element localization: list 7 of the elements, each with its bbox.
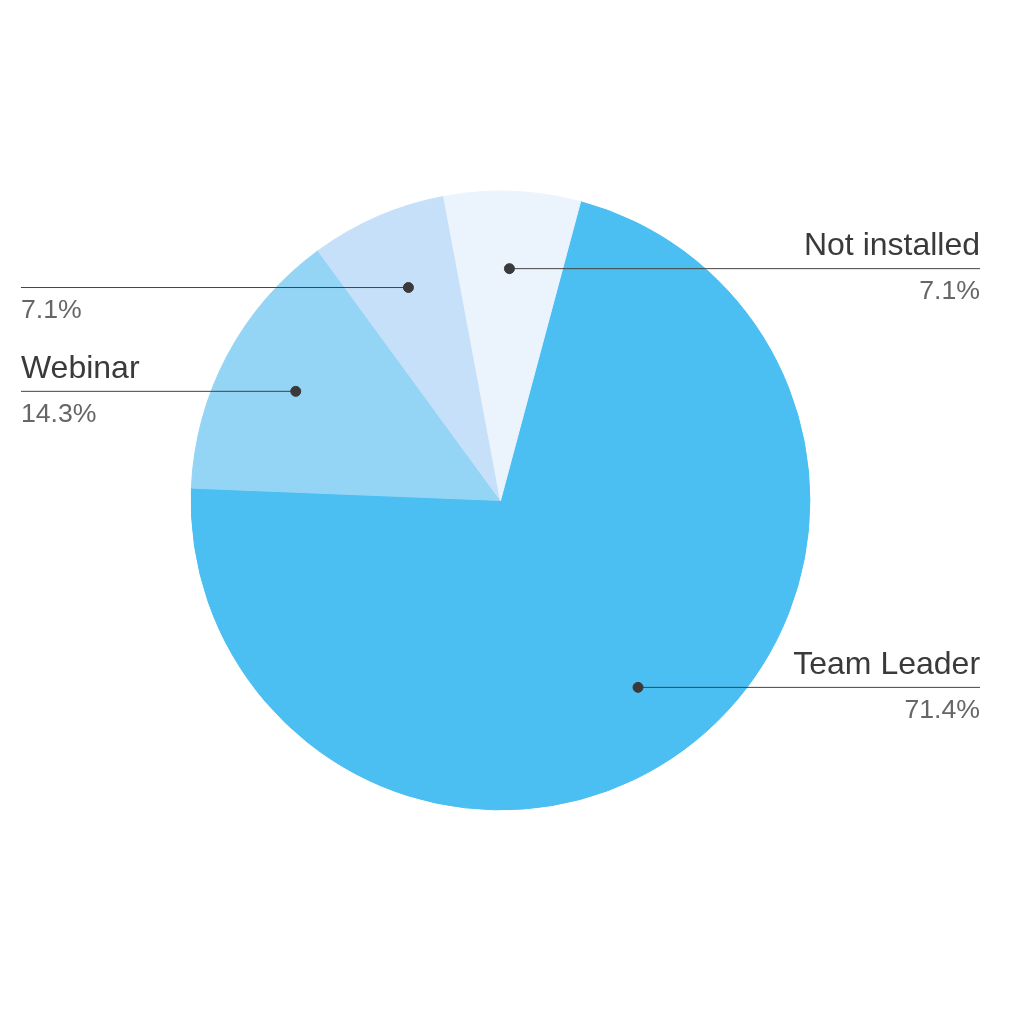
slice-label: Webinar	[20, 349, 140, 386]
data-label: 7.1%	[919, 274, 981, 305]
data-label: 14.3%	[20, 397, 97, 428]
data-label: 7.1%	[20, 293, 82, 324]
data-label: 71.4%	[904, 693, 981, 724]
slice-label: Team Leader	[793, 645, 981, 682]
slice-label: Not installed	[803, 226, 981, 263]
